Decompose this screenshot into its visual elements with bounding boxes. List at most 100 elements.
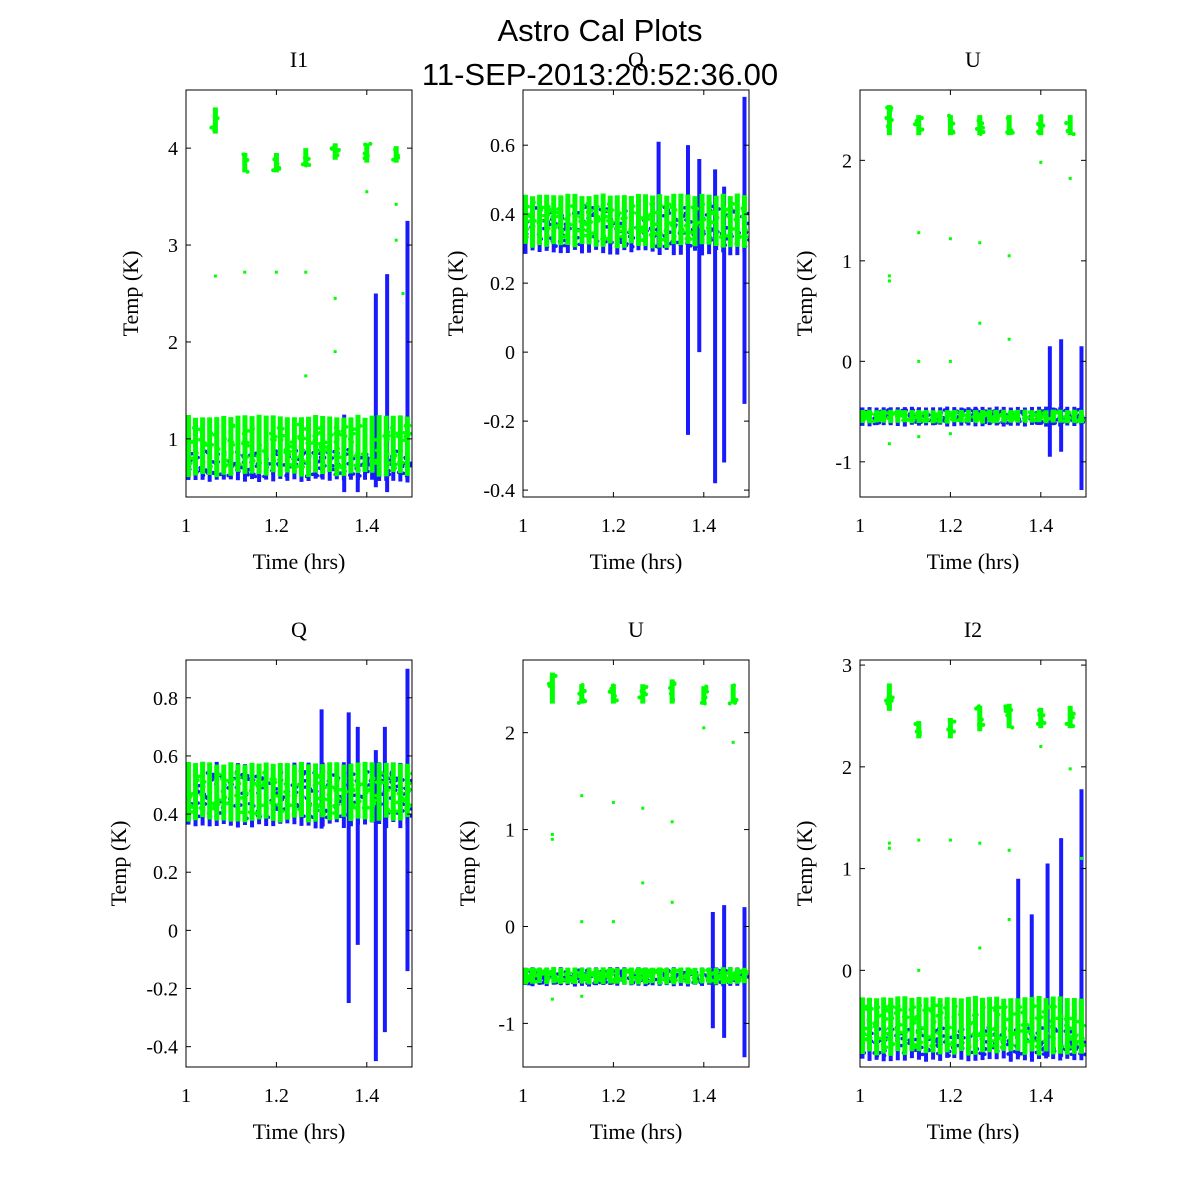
data-point	[890, 1016, 895, 1020]
x-tick-label: 1.4	[691, 515, 716, 537]
data-point	[872, 412, 877, 417]
data-point	[342, 799, 347, 803]
data-point	[878, 1013, 883, 1018]
data-point	[265, 806, 269, 810]
data-point	[1039, 1015, 1044, 1019]
data-point	[865, 414, 869, 419]
data-point	[697, 220, 701, 225]
series-layer	[186, 107, 412, 493]
data-point	[208, 790, 213, 794]
data-point	[230, 440, 235, 445]
data-point	[325, 797, 329, 802]
data-point	[963, 418, 968, 423]
x-tick-label: 1	[855, 515, 865, 537]
data-outlier	[948, 237, 952, 241]
y-tick-label: 3	[842, 655, 852, 677]
data-point	[216, 798, 221, 803]
data-point	[281, 809, 285, 813]
data-point	[699, 969, 704, 974]
subplot-grid: 1 1.2 1.4 1 2 3 4 I1 Time (hrs) Temp (K) 1 1.2 1.4 -0…	[106, 47, 1087, 1144]
data-point	[967, 1018, 971, 1023]
data-point	[525, 976, 530, 980]
data-point	[884, 1045, 889, 1049]
subplot-title: I1	[290, 47, 308, 72]
data-point	[306, 423, 310, 428]
data-point	[600, 226, 605, 231]
data-point	[977, 1033, 981, 1038]
data-point	[722, 205, 727, 210]
data-point	[1037, 712, 1042, 717]
data-point	[337, 796, 341, 800]
data-point	[1007, 411, 1011, 416]
data-point	[866, 1018, 871, 1022]
data-point	[291, 457, 296, 462]
data-point	[715, 969, 720, 973]
data-point	[1003, 1035, 1008, 1040]
data-point	[553, 225, 558, 230]
axes-frame	[185, 659, 413, 1068]
data-point	[618, 224, 623, 229]
data-point	[880, 1043, 885, 1047]
data-point	[619, 234, 624, 239]
data-point	[904, 1023, 908, 1028]
data-point	[975, 705, 980, 710]
data-point	[321, 769, 326, 774]
data-point	[408, 803, 412, 807]
data-point	[550, 215, 554, 220]
data-point	[525, 219, 529, 223]
data-point	[1082, 1023, 1086, 1028]
data-point	[252, 459, 256, 463]
data-point	[861, 1021, 866, 1025]
data-point	[374, 448, 379, 453]
series-green	[523, 672, 749, 1001]
data-point	[338, 787, 343, 792]
data-point	[630, 244, 635, 249]
data-point	[578, 219, 583, 224]
data-point	[209, 125, 214, 130]
data-point	[352, 431, 356, 436]
data-point	[598, 971, 602, 975]
data-point	[609, 690, 614, 695]
data-point	[527, 978, 532, 983]
data-point	[651, 971, 655, 976]
data-point	[1074, 1039, 1078, 1044]
data-point	[950, 129, 955, 134]
data-point	[746, 975, 749, 979]
data-point	[200, 801, 204, 806]
data-point	[317, 426, 322, 430]
data-point	[281, 426, 285, 431]
data-point	[369, 777, 374, 781]
data-point	[982, 1031, 986, 1036]
data-point	[223, 453, 227, 457]
data-point	[725, 207, 729, 212]
data-point	[270, 781, 274, 785]
data-point	[1074, 419, 1078, 424]
data-point	[371, 804, 375, 808]
data-point	[393, 463, 397, 468]
data-point	[348, 800, 353, 805]
x-tick-label: 1.2	[938, 515, 963, 537]
data-point	[288, 449, 292, 454]
data-point	[978, 131, 983, 136]
data-point	[906, 1015, 910, 1020]
data-point	[1004, 414, 1009, 419]
data-point	[693, 206, 698, 210]
data-point	[889, 118, 894, 123]
data-point	[284, 473, 288, 478]
data-point	[927, 1035, 932, 1039]
data-point	[1035, 1040, 1040, 1044]
data-point	[315, 805, 320, 809]
data-point	[988, 1032, 992, 1037]
data-point	[333, 454, 337, 458]
data-point	[952, 719, 957, 724]
data-point	[536, 968, 540, 972]
data-point	[358, 424, 363, 428]
data-point	[910, 412, 915, 416]
data-point	[394, 809, 399, 813]
data-point	[862, 1031, 866, 1036]
x-tick-label: 1	[518, 515, 528, 537]
data-point	[1071, 723, 1076, 728]
data-point	[707, 236, 712, 241]
data-outlier	[1039, 744, 1043, 748]
